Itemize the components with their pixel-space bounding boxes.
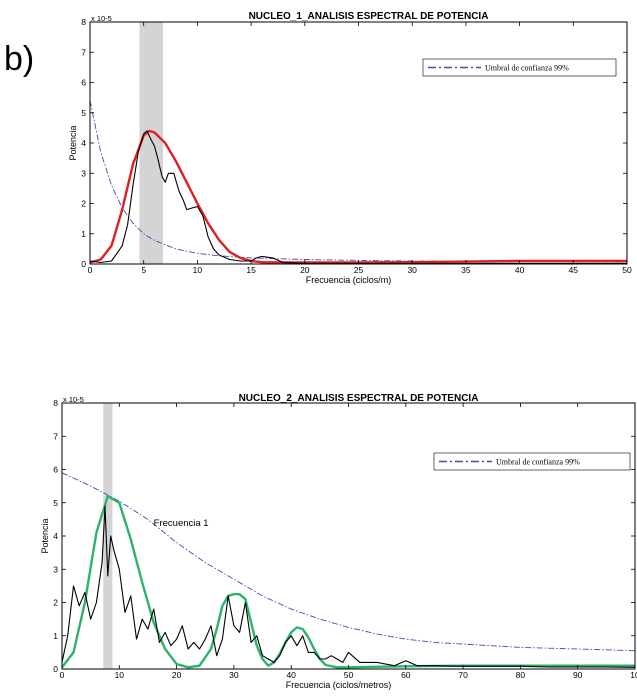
x-tick-label: 20: [172, 670, 182, 680]
y-exponent-label: x 10-5: [63, 395, 84, 404]
plot-frame: [89, 21, 628, 265]
x-tick-label: 80: [516, 670, 526, 680]
series-threshold: [61, 472, 636, 652]
panel-label: b): [4, 40, 34, 78]
series-threshold: [89, 100, 628, 263]
x-tick-label: 40: [286, 670, 296, 680]
y-tick-label: 4: [53, 531, 58, 541]
y-tick-label: 1: [81, 229, 86, 239]
y-tick-label: 2: [53, 598, 58, 608]
y-tick-label: 1: [53, 631, 58, 641]
legend-box: [433, 452, 631, 471]
y-axis-label: Potencia: [40, 518, 50, 553]
legend: Umbral de confianza 99%: [422, 58, 617, 77]
legend-label: Umbral de confianza 99%: [496, 458, 580, 467]
x-tick-label: 30: [407, 265, 417, 275]
frequency-annotation: Frecuencia 1: [154, 518, 209, 529]
x-tick-label: 60: [401, 670, 411, 680]
x-tick-label: 10: [193, 265, 203, 275]
x-tick-label: 45: [569, 265, 579, 275]
x-tick-label: 30: [229, 670, 239, 680]
y-tick-label: 8: [53, 398, 58, 408]
x-tick-label: 0: [60, 670, 65, 680]
y-tick-label: 3: [81, 168, 86, 178]
series-spectrum: [61, 505, 636, 668]
chart-nucleo-2: 010203040506070809010012345678 NUCLEO_2_…: [40, 393, 637, 690]
x-tick-label: 10: [115, 670, 125, 680]
legend-label: Umbral de confianza 99%: [485, 64, 569, 73]
x-axis-label: Frecuencia (ciclos/m): [306, 275, 392, 285]
series-group: [89, 100, 628, 264]
x-tick-label: 15: [246, 265, 256, 275]
legend: Umbral de confianza 99%: [433, 452, 631, 471]
highlight-band: [139, 22, 164, 264]
x-tick-label: 40: [515, 265, 525, 275]
y-tick-label: 5: [53, 498, 58, 508]
x-tick-label: 35: [461, 265, 471, 275]
y-exponent-label: x 10-5: [91, 14, 112, 23]
x-tick-label: 50: [344, 670, 354, 680]
y-tick-label: 3: [53, 564, 58, 574]
y-tick-label: 8: [81, 17, 86, 27]
x-tick-label: 0: [88, 265, 93, 275]
x-tick-label: 10: [630, 670, 637, 680]
tick-group: 010203040506070809010012345678: [53, 398, 637, 680]
y-tick-label: 6: [81, 78, 86, 88]
y-tick-label: 7: [81, 47, 86, 57]
chart-title: NUCLEO_2_ANALISIS ESPECTRAL DE POTENCIA: [239, 393, 479, 404]
x-tick-label: 25: [354, 265, 364, 275]
confidence-band: [139, 22, 164, 264]
x-tick-label: 90: [573, 670, 583, 680]
series-fit: [89, 129, 627, 264]
x-tick-label: 20: [300, 265, 310, 275]
x-tick-label: 50: [622, 265, 632, 275]
y-tick-label: 6: [53, 465, 58, 475]
y-tick-label: 5: [81, 108, 86, 118]
x-tick-label: 5: [141, 265, 146, 275]
series-group: [61, 472, 636, 669]
y-tick-label: 2: [81, 199, 86, 209]
y-tick-label: 0: [81, 259, 86, 269]
y-tick-label: 7: [53, 431, 58, 441]
x-axis-label: Frecuencia (ciclos/metros): [286, 680, 392, 690]
highlight-band: [103, 403, 113, 669]
y-tick-label: 4: [81, 138, 86, 148]
x-tick-label: 70: [458, 670, 468, 680]
series-fit: [61, 494, 635, 669]
confidence-band: [103, 403, 113, 669]
chart-title: NUCLEO_1_ANALISIS ESPECTRAL DE POTENCIA: [249, 11, 489, 22]
legend-box: [422, 58, 617, 77]
y-axis-label: Potencia: [68, 125, 78, 160]
series-spectrum: [89, 130, 627, 264]
y-tick-label: 0: [53, 664, 58, 674]
